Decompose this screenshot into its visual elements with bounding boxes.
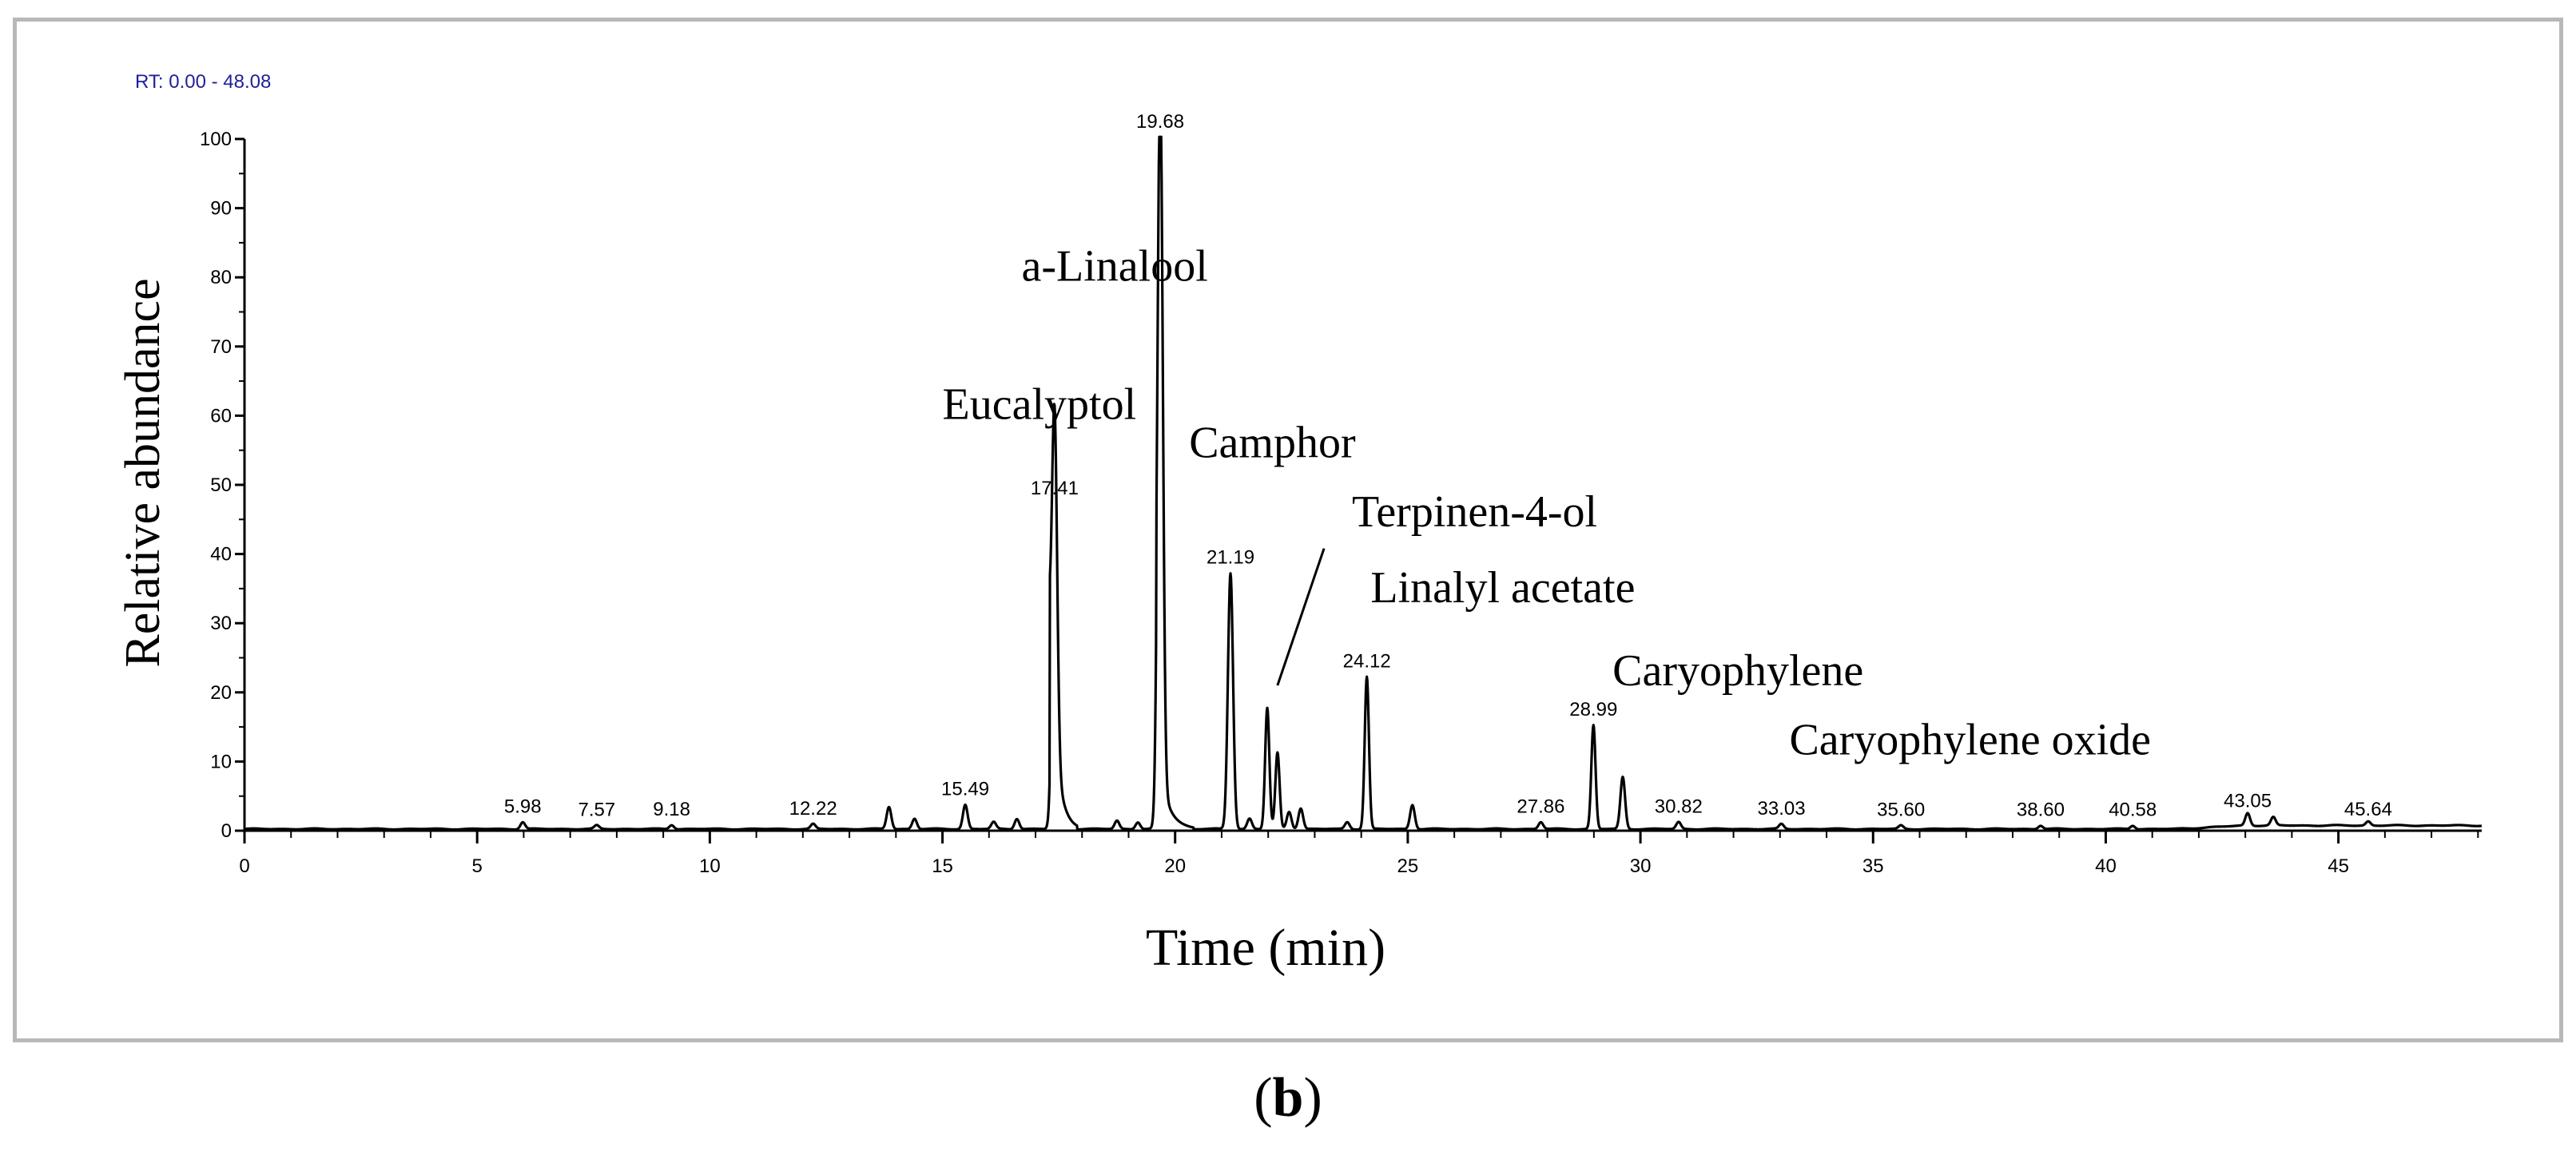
peak-label: 9.18 (653, 799, 690, 820)
peak-label: 45.64 (2344, 799, 2392, 820)
y-tick-label: 60 (210, 405, 232, 427)
compound-annotation: a-Linalool (1022, 242, 1208, 292)
x-tick-label: 45 (2328, 855, 2349, 877)
y-tick-label: 70 (210, 336, 232, 358)
peak-label: 35.60 (1877, 800, 1925, 821)
compound-annotation: Caryophylene oxide (1789, 716, 2151, 765)
y-tick-label: 40 (210, 544, 232, 566)
x-axis-label: Time (min) (1146, 919, 1385, 977)
peak-label: 43.05 (2224, 790, 2272, 812)
peak-label: 24.12 (1343, 650, 1391, 672)
chromatogram-trace (243, 135, 2483, 831)
peak-label: 12.22 (789, 798, 837, 820)
chromatogram-chart: RT: 0.00 - 48.08 Relative abundance Time… (116, 71, 2483, 977)
peak-label: 33.03 (1758, 798, 1806, 820)
x-tick-label: 25 (1397, 855, 1419, 877)
y-axis-label: Relative abundance (116, 278, 170, 667)
panel-label-letter: b (1272, 1067, 1304, 1129)
y-tick-label: 50 (210, 474, 232, 496)
x-tick-label: 30 (1630, 855, 1652, 877)
panel-label-close: ) (1303, 1067, 1322, 1129)
compound-annotation: Camphor (1189, 418, 1356, 467)
peak-label: 7.57 (578, 800, 615, 821)
y-tick-label: 80 (210, 267, 232, 288)
x-tick-label: 10 (699, 855, 721, 877)
peak-label: 15.49 (941, 779, 989, 800)
x-tick-label: 0 (239, 855, 249, 877)
x-tick-label: 5 (472, 855, 483, 877)
x-tick-label: 35 (1862, 855, 1884, 877)
y-tick-label: 30 (210, 613, 232, 634)
peak-label: 27.86 (1517, 796, 1564, 817)
peak-label: 5.98 (504, 796, 542, 817)
y-tick-label: 100 (200, 129, 232, 150)
peak-label: 28.99 (1569, 699, 1617, 720)
peak-label: 21.19 (1207, 547, 1254, 569)
peak-label: 38.60 (2017, 800, 2065, 821)
compound-annotation: Eucalyptol (943, 380, 1137, 430)
y-tick-label: 0 (221, 820, 232, 842)
x-tick-label: 40 (2095, 855, 2117, 877)
compound-annotation: Caryophylene (1612, 646, 1863, 696)
figure-frame: RT: 0.00 - 48.08 Relative abundance Time… (13, 18, 2563, 1042)
retention-time-range: RT: 0.00 - 48.08 (135, 71, 271, 93)
compound-annotation: Linalyl acetate (1370, 563, 1635, 613)
panel-label: (b) (0, 1070, 2576, 1126)
peak-label: 30.82 (1655, 796, 1703, 817)
y-tick-label: 90 (210, 198, 232, 220)
peak-label: 19.68 (1136, 111, 1184, 133)
peak-label: 40.58 (2109, 800, 2157, 821)
peak-label: 17.41 (1031, 478, 1079, 499)
y-tick-label: 10 (210, 751, 232, 772)
x-tick-label: 15 (932, 855, 953, 877)
panel-label-open: ( (1254, 1067, 1273, 1129)
compound-annotation: Terpinen-4-ol (1352, 487, 1597, 537)
y-tick-label: 20 (210, 682, 232, 704)
terpinen-pointer-line (1276, 548, 1326, 686)
x-tick-label: 20 (1164, 855, 1186, 877)
